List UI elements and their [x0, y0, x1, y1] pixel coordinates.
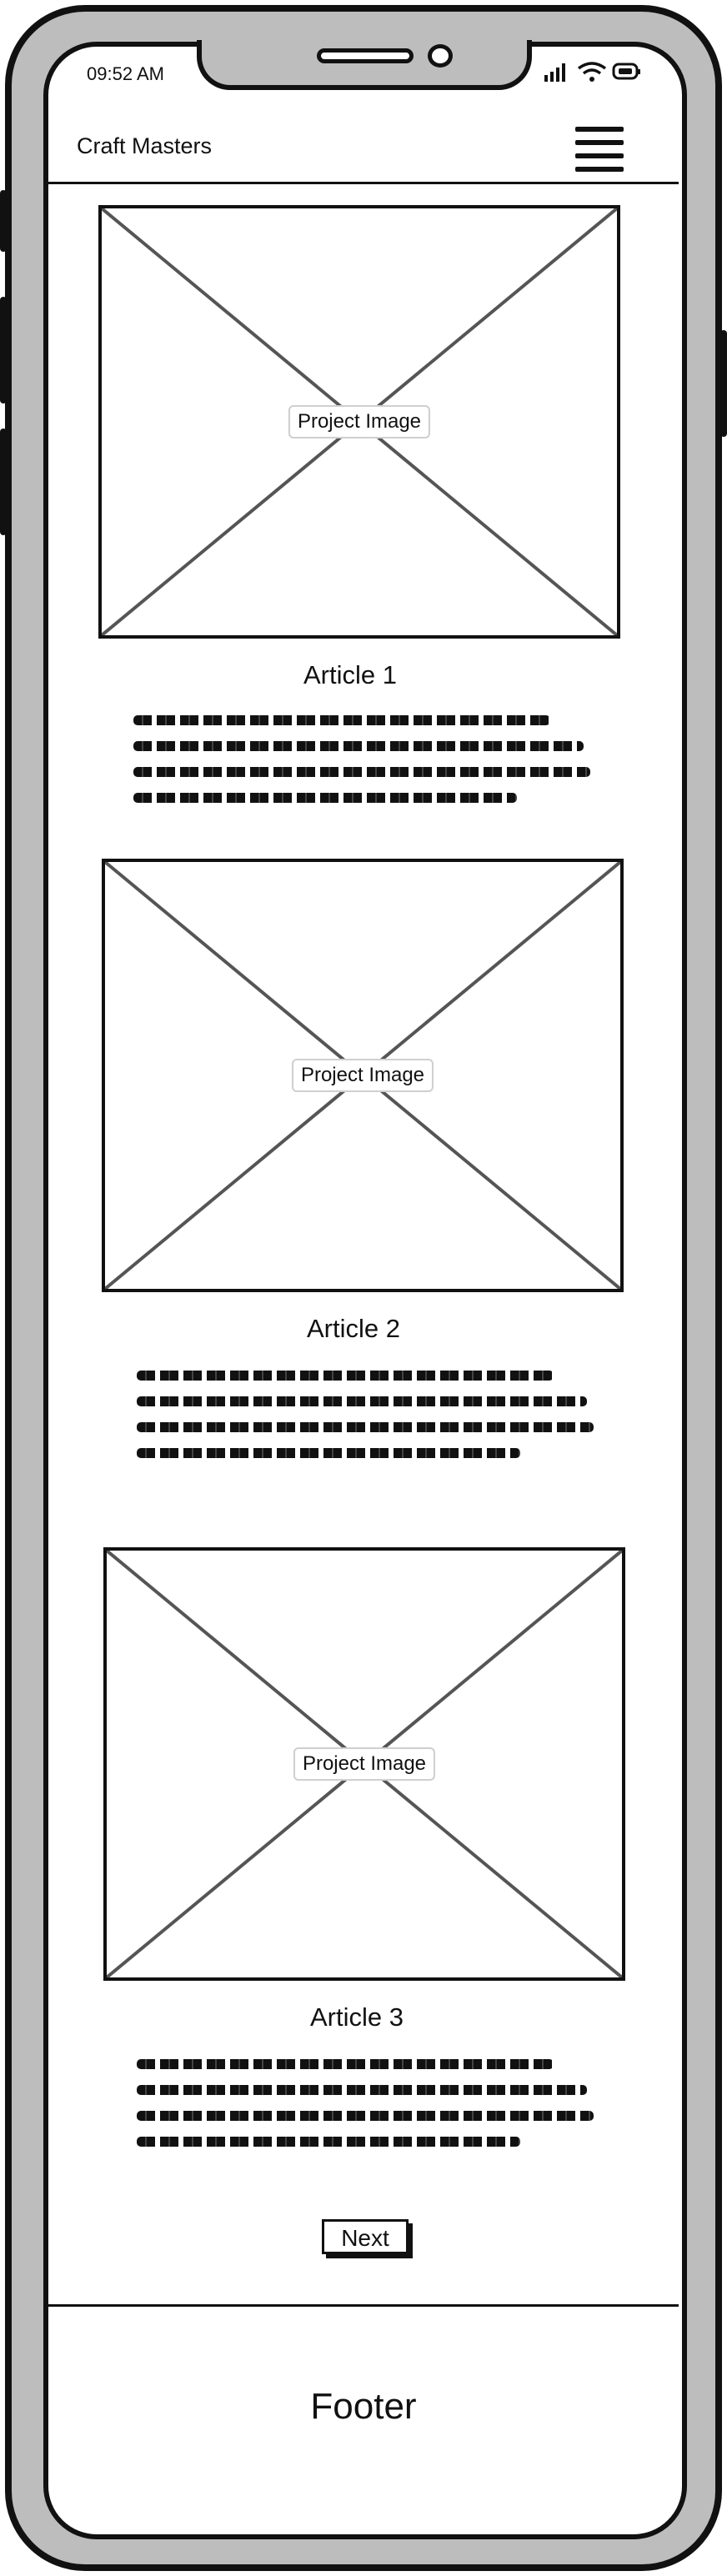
hamburger-menu-icon[interactable]: [575, 125, 624, 175]
footer: Footer: [310, 2386, 417, 2427]
image-label: Project Image: [293, 1747, 436, 1781]
text-line: [137, 1396, 587, 1406]
article-image[interactable]: Project Image: [102, 859, 624, 1292]
text-line: [133, 715, 550, 725]
header-divider: [48, 182, 679, 184]
text-line: [137, 1422, 594, 1432]
battery-icon: [612, 62, 642, 82]
speaker-grille: [317, 48, 414, 63]
volume-up-button: [0, 297, 7, 403]
text-line: [133, 741, 584, 751]
text-line: [137, 2111, 594, 2121]
article-title: Article 2: [307, 1314, 400, 1343]
text-line: [137, 1448, 520, 1458]
article-text: [137, 1371, 597, 1458]
image-label: Project Image: [291, 1059, 434, 1092]
signal-icon: [544, 60, 572, 83]
page-title: Craft Masters: [77, 133, 213, 158]
side-button: [0, 190, 7, 252]
text-line: [137, 2059, 554, 2069]
text-line: [137, 2085, 587, 2095]
next-button[interactable]: Next: [322, 2219, 409, 2254]
front-camera: [428, 44, 453, 68]
article-title: Article 3: [310, 2002, 404, 2032]
wifi-icon: [577, 60, 607, 83]
article-text: [133, 715, 594, 803]
volume-down-button: [0, 428, 7, 535]
text-line: [133, 793, 517, 803]
footer-divider: [48, 2304, 679, 2307]
article-title: Article 1: [303, 660, 397, 689]
power-button: [720, 330, 727, 437]
text-line: [137, 1371, 554, 1381]
text-line: [137, 2137, 520, 2147]
phone-notch: [197, 40, 532, 90]
status-time: 09:52 AM: [87, 63, 164, 84]
article-image[interactable]: Project Image: [103, 1547, 625, 1981]
article-image[interactable]: Project Image: [98, 205, 620, 639]
image-label: Project Image: [288, 405, 431, 439]
article-text: [137, 2059, 597, 2147]
text-line: [133, 767, 590, 777]
